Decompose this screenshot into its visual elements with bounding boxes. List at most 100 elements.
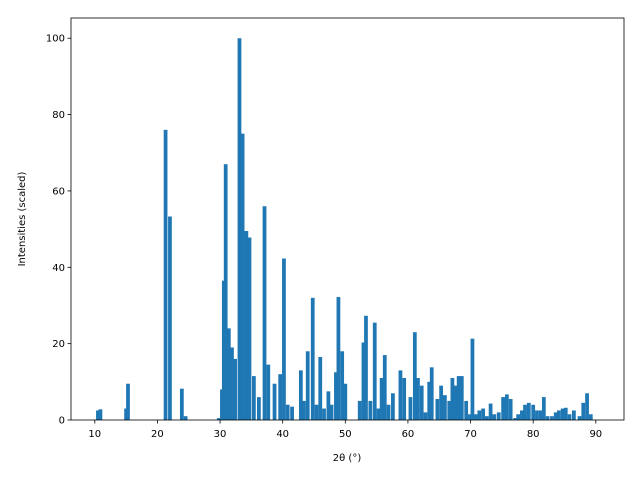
bar [464,400,469,420]
bar [484,416,489,420]
bar [412,332,417,420]
bar [237,38,242,421]
bar [386,404,391,420]
bar [556,410,561,420]
bar [567,414,572,420]
bar [230,347,234,420]
bar [408,397,413,420]
y-tick-label: 80 [52,110,65,121]
y-tick-label: 40 [52,263,65,274]
x-tick-label: 50 [339,429,352,440]
bar [183,416,188,420]
bar [535,410,539,420]
bar [305,351,310,420]
bar [513,418,517,420]
bar [336,297,341,420]
x-tick-label: 70 [464,429,477,440]
bar [450,378,455,420]
bar [368,400,373,420]
bar [285,404,290,420]
y-tick-label: 0 [59,416,65,427]
bar [262,206,267,420]
bar [382,355,387,420]
bar [343,383,348,420]
bar [226,328,231,420]
x-tick-label: 10 [88,429,101,440]
bar [541,397,546,420]
bar [560,408,565,420]
bar [470,338,475,420]
bar [505,394,509,420]
bar [216,418,221,420]
bar [496,412,501,420]
y-axis-label: Intensities (scaled) [17,171,28,266]
bar [240,133,245,420]
bar [357,400,362,420]
bar [318,357,323,420]
bar [302,400,306,420]
bar [179,388,184,420]
bar [447,400,452,420]
bar [439,385,444,420]
bar [526,402,531,420]
bar [538,410,543,420]
bar [581,402,586,420]
bar [553,412,558,420]
bar [168,216,172,420]
bar [361,342,366,420]
bar [516,414,521,420]
bar [520,410,524,420]
bar [550,416,554,420]
bar [266,364,271,420]
bar [473,414,478,420]
x-tick-label: 30 [214,429,227,440]
bar [523,404,527,420]
bar [563,407,568,420]
x-axis-label: 2θ (°) [333,453,362,464]
bar [402,378,407,420]
y-tick-label: 100 [46,34,65,45]
x-tick-label: 20 [151,429,164,440]
y-tick-label: 60 [52,186,65,197]
bar [247,237,252,420]
bar [398,370,403,420]
bar [391,393,395,420]
bar [163,129,168,420]
bar [443,395,447,420]
bar [468,414,472,420]
bar [322,408,326,420]
bar [572,410,576,420]
bar [501,397,506,420]
x-tick-label: 90 [589,429,602,440]
bar [545,416,550,420]
bar [223,164,228,420]
bar [459,376,464,420]
bar [364,315,368,420]
bar [340,351,345,420]
bar [329,404,334,420]
bar [481,408,485,420]
bar [290,406,294,420]
bar [233,358,237,420]
bar [423,412,428,420]
bar [492,414,497,420]
bar [126,383,130,420]
bar [334,372,338,420]
bar [310,297,315,420]
bar [220,389,224,420]
bar [251,376,256,420]
bar [278,374,283,420]
bar [314,404,319,420]
bar [98,409,103,420]
bar [416,378,420,420]
bar [298,370,303,420]
bar [244,231,249,420]
x-tick-label: 60 [402,429,415,440]
bar [282,258,286,420]
x-tick-label: 80 [527,429,540,440]
bar [531,404,536,420]
x-tick-label: 40 [276,429,289,440]
axes-frame [70,17,625,421]
bar [419,385,424,420]
